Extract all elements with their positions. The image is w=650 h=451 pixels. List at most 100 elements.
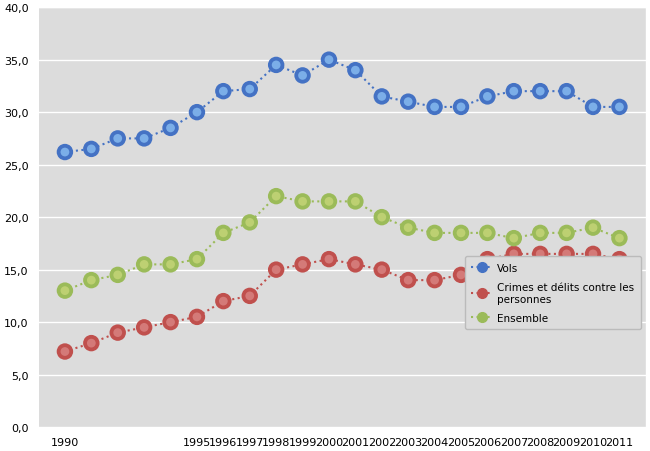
Point <box>324 198 334 206</box>
Point <box>456 272 466 279</box>
Point <box>588 251 598 258</box>
Point <box>139 324 150 331</box>
Point <box>430 104 440 111</box>
Point <box>139 261 150 268</box>
Point <box>350 198 361 206</box>
Point <box>165 319 176 326</box>
Point <box>60 287 70 295</box>
Point <box>192 313 202 321</box>
Point <box>112 329 123 336</box>
Point <box>192 256 202 263</box>
Point <box>376 267 387 274</box>
Point <box>271 62 281 69</box>
Point <box>376 93 387 101</box>
Point <box>562 88 572 96</box>
Point <box>297 198 307 206</box>
Point <box>165 261 176 268</box>
Point <box>482 256 493 263</box>
Point <box>350 261 361 268</box>
Point <box>456 104 466 111</box>
Point <box>244 219 255 226</box>
Point <box>297 261 307 268</box>
Point <box>403 277 413 284</box>
Point <box>588 251 598 258</box>
Point <box>535 230 545 237</box>
Point <box>562 251 572 258</box>
Point <box>192 313 202 321</box>
Point <box>614 104 625 111</box>
Point <box>218 88 229 96</box>
Point <box>350 67 361 74</box>
Point <box>297 261 307 268</box>
Point <box>86 340 96 347</box>
Point <box>508 88 519 96</box>
Point <box>60 287 70 295</box>
Point <box>218 298 229 305</box>
Point <box>271 267 281 274</box>
Point <box>562 251 572 258</box>
Point <box>508 251 519 258</box>
Point <box>139 135 150 143</box>
Point <box>482 230 493 237</box>
Point <box>376 214 387 221</box>
Point <box>60 149 70 156</box>
Point <box>562 230 572 237</box>
Point <box>139 261 150 268</box>
Point <box>192 109 202 116</box>
Point <box>218 88 229 96</box>
Point <box>456 104 466 111</box>
Point <box>244 86 255 93</box>
Point <box>165 319 176 326</box>
Point <box>535 251 545 258</box>
Point <box>430 230 440 237</box>
Point <box>535 251 545 258</box>
Point <box>218 298 229 305</box>
Point <box>403 99 413 106</box>
Point <box>60 149 70 156</box>
Point <box>112 135 123 143</box>
Point <box>139 135 150 143</box>
Point <box>165 261 176 268</box>
Point <box>192 256 202 263</box>
Point <box>165 125 176 132</box>
Point <box>86 340 96 347</box>
Point <box>271 62 281 69</box>
Point <box>112 329 123 336</box>
Point <box>244 293 255 300</box>
Point <box>482 93 493 101</box>
Point <box>614 256 625 263</box>
Point <box>324 256 334 263</box>
Point <box>508 251 519 258</box>
Point <box>297 73 307 80</box>
Point <box>112 272 123 279</box>
Point <box>614 235 625 242</box>
Point <box>562 230 572 237</box>
Point <box>112 135 123 143</box>
Point <box>350 261 361 268</box>
Point <box>244 293 255 300</box>
Point <box>324 57 334 64</box>
Point <box>350 67 361 74</box>
Point <box>456 272 466 279</box>
Point <box>86 146 96 153</box>
Point <box>614 104 625 111</box>
Point <box>535 88 545 96</box>
Point <box>271 193 281 200</box>
Point <box>218 230 229 237</box>
Point <box>165 125 176 132</box>
Point <box>403 225 413 232</box>
Point <box>535 88 545 96</box>
Point <box>271 267 281 274</box>
Point <box>430 277 440 284</box>
Point <box>482 93 493 101</box>
Point <box>86 277 96 284</box>
Point <box>588 225 598 232</box>
Point <box>218 230 229 237</box>
Point <box>403 225 413 232</box>
Point <box>614 256 625 263</box>
Point <box>86 146 96 153</box>
Point <box>588 104 598 111</box>
Point <box>60 348 70 355</box>
Point <box>86 277 96 284</box>
Point <box>271 193 281 200</box>
